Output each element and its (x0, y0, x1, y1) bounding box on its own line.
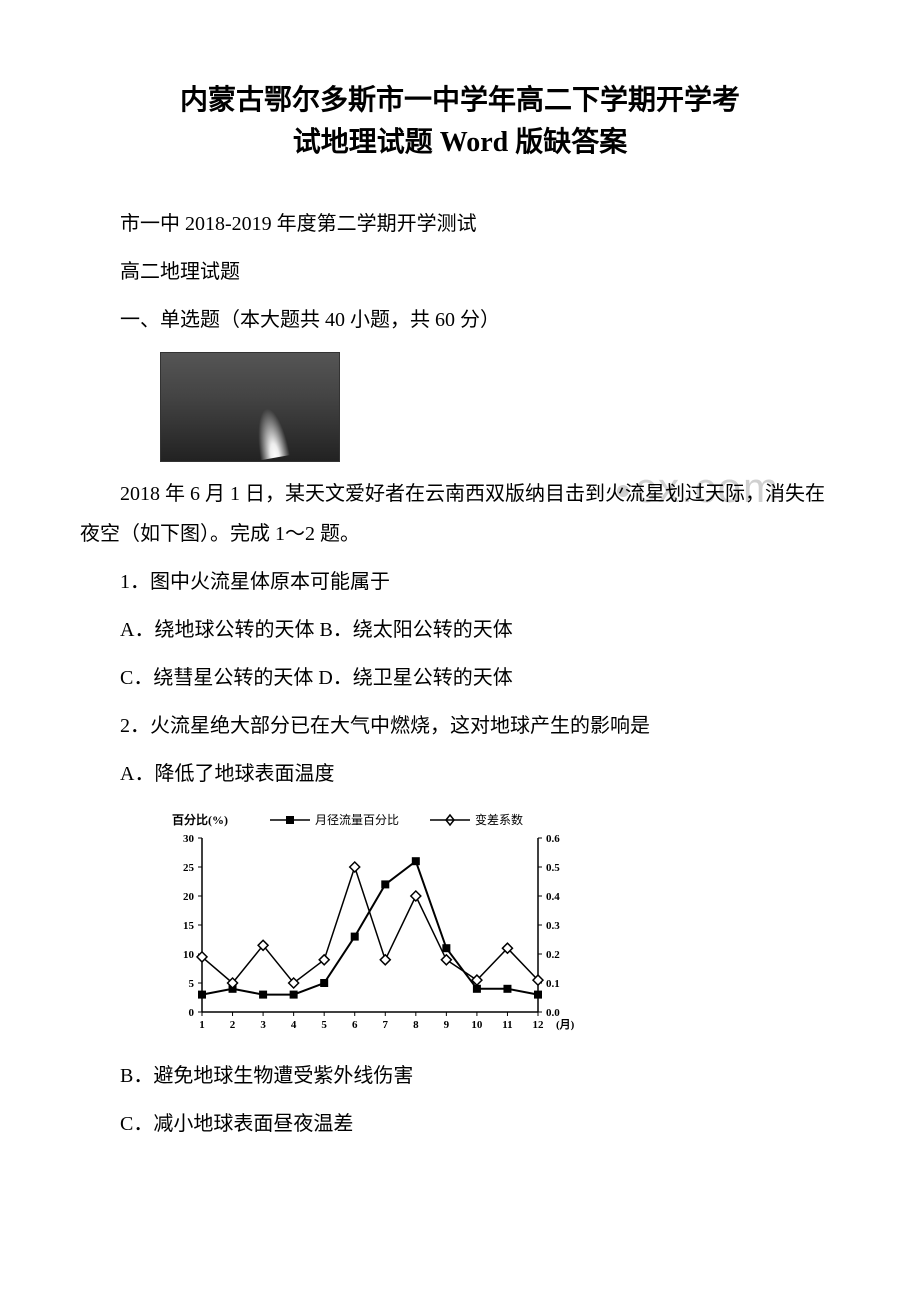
section-1-header: 一、单选题（本大题共 40 小题，共 60 分） (80, 300, 840, 340)
meteor-image (160, 352, 840, 462)
svg-text:0.4: 0.4 (546, 891, 560, 903)
svg-text:25: 25 (183, 862, 195, 874)
svg-text:1: 1 (199, 1019, 205, 1031)
svg-text:(月): (月) (556, 1018, 575, 1031)
intro-line-1: 市一中 2018-2019 年度第二学期开学测试 (80, 204, 840, 244)
svg-text:2: 2 (230, 1019, 236, 1031)
svg-text:5: 5 (321, 1019, 327, 1031)
question-2: 2．火流星绝大部分已在大气中燃烧，这对地球产生的影响是 (80, 706, 840, 746)
svg-text:20: 20 (183, 891, 195, 903)
question-2-option-b: B．避免地球生物遭受紫外线伤害 (80, 1056, 840, 1096)
svg-text:12: 12 (533, 1019, 545, 1031)
svg-text:3: 3 (260, 1019, 266, 1031)
question-1-options-ab: A．绕地球公转的天体 B．绕太阳公转的天体 (80, 610, 840, 650)
svg-text:5: 5 (189, 978, 195, 990)
runoff-chart: 百分比(%)月径流量百分比变差系数0510152025300.00.10.20.… (160, 810, 580, 1040)
context-q1-2: 2018 年 6 月 1 日，某天文爱好者在云南西双版纳目击到火流星划过天际，消… (80, 474, 840, 554)
question-2-option-a: A．降低了地球表面温度 (80, 754, 840, 794)
svg-text:百分比(%): 百分比(%) (172, 812, 228, 827)
svg-text:0.1: 0.1 (546, 978, 560, 990)
question-2-option-c: C．减小地球表面昼夜温差 (80, 1104, 840, 1144)
svg-text:7: 7 (383, 1019, 389, 1031)
svg-text:0.0: 0.0 (546, 1007, 560, 1019)
svg-text:0.6: 0.6 (546, 833, 560, 845)
title-line-1: 内蒙古鄂尔多斯市一中学年高二下学期开学考 (80, 80, 840, 122)
svg-text:月径流量百分比: 月径流量百分比 (315, 813, 399, 827)
svg-text:11: 11 (502, 1019, 512, 1031)
intro-line-2: 高二地理试题 (80, 252, 840, 292)
question-1: 1．图中火流星体原本可能属于 (80, 562, 840, 602)
svg-text:8: 8 (413, 1019, 419, 1031)
title-line-2: 试地理试题 Word 版缺答案 (80, 122, 840, 164)
svg-text:15: 15 (183, 920, 195, 932)
svg-text:4: 4 (291, 1019, 297, 1031)
svg-text:10: 10 (471, 1019, 483, 1031)
svg-text:变差系数: 变差系数 (475, 812, 523, 827)
svg-text:0.2: 0.2 (546, 949, 560, 961)
svg-text:0.3: 0.3 (546, 920, 560, 932)
question-1-options-cd: C．绕彗星公转的天体 D．绕卫星公转的天体 (80, 658, 840, 698)
svg-text:0: 0 (189, 1007, 195, 1019)
svg-text:0.5: 0.5 (546, 862, 560, 874)
svg-text:9: 9 (444, 1019, 450, 1031)
svg-text:30: 30 (183, 833, 195, 845)
svg-text:10: 10 (183, 949, 195, 961)
svg-text:6: 6 (352, 1019, 358, 1031)
